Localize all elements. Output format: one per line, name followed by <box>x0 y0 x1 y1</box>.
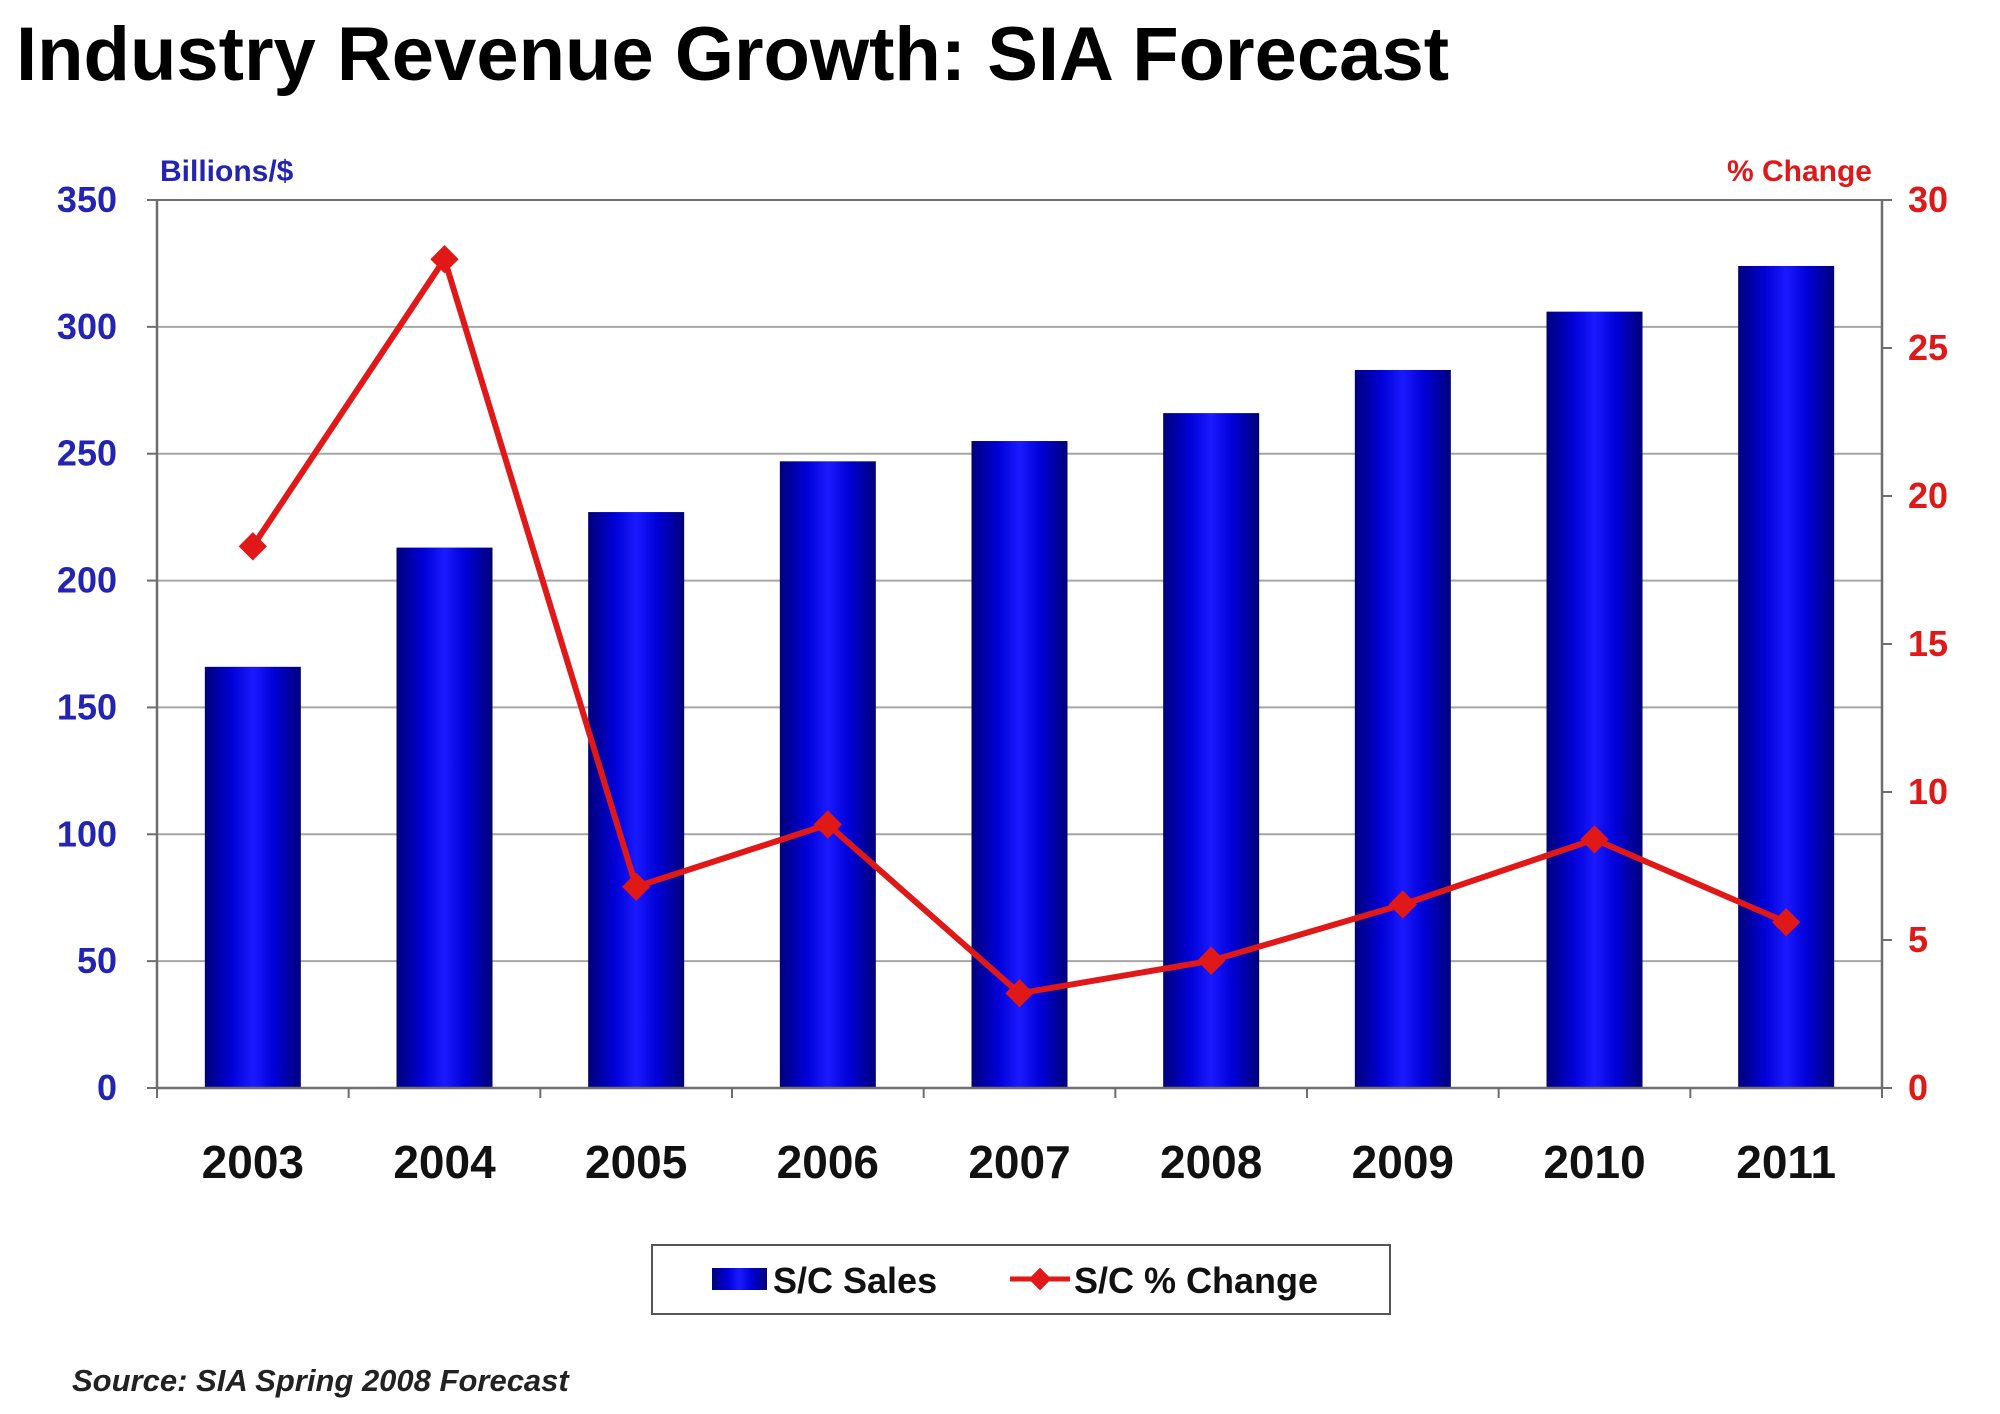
left-tick-label: 50 <box>77 940 117 981</box>
line-series <box>238 245 1801 1008</box>
x-tick-label: 2006 <box>777 1136 879 1188</box>
bar-series <box>204 265 1835 1089</box>
right-tick-label: 0 <box>1908 1067 1928 1108</box>
legend-line-marker <box>1028 1267 1052 1291</box>
change-marker <box>1388 890 1417 919</box>
left-tick-label: 100 <box>57 813 117 854</box>
x-tick-label: 2008 <box>1160 1136 1262 1188</box>
axis-labels: 0 50 100 150 200 250 300 350 0 5 10 15 20 25 30 2003 200… <box>57 179 1948 1188</box>
right-tick-label: 10 <box>1908 771 1948 812</box>
change-marker <box>430 245 459 274</box>
axes <box>147 199 1892 1098</box>
x-tick-label: 2007 <box>968 1136 1070 1188</box>
right-tick-label: 15 <box>1908 623 1948 664</box>
right-tick-label: 30 <box>1908 179 1948 220</box>
bar <box>1546 311 1643 1088</box>
change-marker <box>1580 825 1609 854</box>
x-tick-label: 2004 <box>393 1136 496 1188</box>
left-axis-unit-label: Billions/$ <box>160 155 294 188</box>
left-tick-label: 150 <box>57 686 117 727</box>
left-tick-label: 250 <box>57 433 117 474</box>
change-marker <box>1772 908 1801 937</box>
change-marker <box>813 810 842 839</box>
right-axis-unit-label: % Change <box>1727 155 1872 188</box>
left-tick-label: 350 <box>57 179 117 220</box>
chart-title: Industry Revenue Growth: SIA Forecast <box>16 12 1449 97</box>
change-marker <box>238 532 267 561</box>
left-tick-label: 0 <box>97 1067 117 1108</box>
legend-label-sales: S/C Sales <box>773 1260 937 1301</box>
bar <box>1738 265 1835 1089</box>
legend-bar-swatch <box>712 1268 767 1290</box>
legend: S/C Sales S/C % Change <box>651 1244 1391 1315</box>
source-note: Source: SIA Spring 2008 Forecast <box>72 1363 570 1398</box>
right-tick-label: 5 <box>1908 919 1928 960</box>
bar <box>779 461 876 1089</box>
left-tick-label: 300 <box>57 306 117 347</box>
legend-label-change: S/C % Change <box>1074 1260 1318 1301</box>
bar <box>588 512 685 1088</box>
x-tick-label: 2003 <box>202 1136 304 1188</box>
bar <box>1354 369 1451 1088</box>
change-marker <box>1197 946 1226 975</box>
right-tick-label: 20 <box>1908 475 1948 516</box>
bar <box>1163 413 1260 1088</box>
change-marker <box>1005 979 1034 1008</box>
change-marker <box>622 872 651 901</box>
right-tick-label: 25 <box>1908 327 1948 368</box>
x-tick-label: 2011 <box>1736 1136 1836 1188</box>
x-tick-label: 2005 <box>585 1136 687 1188</box>
bar <box>204 666 301 1088</box>
x-tick-label: 2010 <box>1543 1136 1645 1188</box>
x-tick-label: 2009 <box>1352 1136 1454 1188</box>
bar <box>396 547 493 1088</box>
left-tick-label: 200 <box>57 560 117 601</box>
